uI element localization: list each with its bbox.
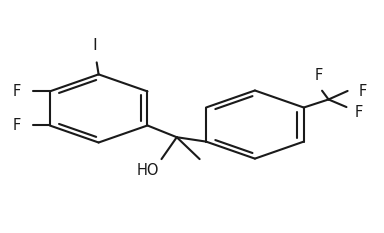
Text: F: F	[315, 68, 323, 83]
Text: F: F	[358, 84, 367, 99]
Text: F: F	[13, 84, 21, 99]
Text: HO: HO	[137, 163, 160, 178]
Text: F: F	[354, 105, 363, 120]
Text: I: I	[93, 38, 97, 53]
Text: F: F	[13, 118, 21, 133]
